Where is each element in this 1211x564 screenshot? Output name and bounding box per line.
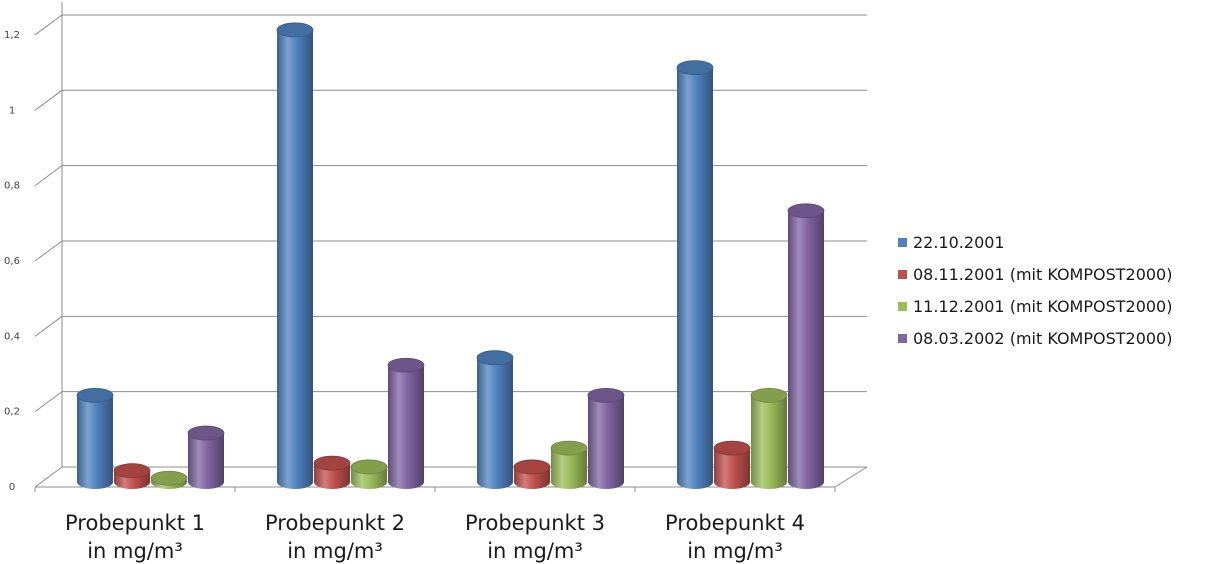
legend-swatch [898,269,907,279]
bar-top [113,463,151,479]
bar-top [476,350,514,366]
gridlines [34,14,867,488]
floor-right-edge [834,466,868,488]
bar-body [188,433,224,489]
bar [113,463,151,489]
x-tick-label: Probepunkt 4 [665,511,805,535]
x-tick-label: in mg/m³ [87,539,183,563]
legend-swatch [898,333,907,343]
bar [276,22,314,490]
gridline-diagonal [34,165,63,187]
bar-top [713,440,751,456]
bar [750,387,788,489]
bar-body [677,67,713,489]
y-tick-label: 1 [9,105,15,116]
bar-body [714,448,750,489]
bar [513,459,551,489]
bars [76,22,825,490]
bar-top [387,357,425,373]
bar-body [588,395,624,489]
gridline-diagonal [34,315,63,337]
gridline-diagonal [34,89,63,111]
legend-swatch [898,237,907,247]
x-tick-label: Probepunkt 1 [65,511,205,535]
bar-body [277,29,313,490]
bar-body [77,395,113,489]
bar-top [276,22,314,38]
bar-top [350,459,388,475]
legend-item: 22.10.2001 [898,226,1172,258]
bar-top [513,459,551,475]
x-tick-label: Probepunkt 2 [265,511,405,535]
chart-legend: 22.10.2001 08.11.2001 (mit KOMPOST2000) 11… [898,226,1172,354]
axes [34,2,868,492]
bar-top [587,387,625,403]
legend-item: 11.12.2001 (mit KOMPOST2000) [898,290,1172,322]
bar [550,440,588,489]
bar [313,455,351,489]
bar [76,387,114,489]
bar [187,425,225,489]
bar-top [187,425,225,441]
gridline-diagonal [34,466,63,488]
legend-swatch [898,301,907,311]
bar-body [788,210,824,489]
bar [150,470,188,489]
y-tick-label: 0,2 [4,407,20,418]
bar [787,203,825,489]
bar [676,60,714,489]
bar-body [388,365,424,489]
bar-body [477,357,513,489]
legend-item: 08.03.2002 (mit KOMPOST2000) [898,322,1172,354]
bar-top [787,203,825,219]
x-tick-label: in mg/m³ [487,539,583,563]
bar-top [676,60,714,76]
legend-item: 08.11.2001 (mit KOMPOST2000) [898,258,1172,290]
bar [350,459,388,489]
bar-body [551,448,587,489]
bar [387,357,425,489]
legend-label: 11.12.2001 (mit KOMPOST2000) [913,296,1173,316]
y-tick-label: 0,4 [4,331,20,342]
bar-body [751,395,787,489]
gridline-diagonal [34,391,63,413]
bar-top [313,455,351,471]
y-tick-label: 1,2 [4,30,20,41]
x-tick-label: in mg/m³ [287,539,383,563]
y-tick-label: 0,8 [4,181,20,192]
gridline-diagonal [34,240,63,262]
bar [476,350,514,489]
legend-label: 22.10.2001 [913,232,1005,252]
bar-top [76,387,114,403]
y-tick-label: 0,6 [4,256,20,267]
legend-label: 08.11.2001 (mit KOMPOST2000) [913,264,1173,284]
axis-labels: 0 0,2 0,4 0,6 0,8 1 1,2 Probepunkt 1 in mg/m³ Pro… [4,30,805,563]
bar-top [550,440,588,456]
y-tick-label: 0 [9,482,15,493]
x-tick-label: Probepunkt 3 [465,511,605,535]
gridline-diagonal [34,14,63,36]
bar [587,387,625,489]
bar-top [150,470,188,486]
bar [713,440,751,489]
legend-label: 08.03.2002 (mit KOMPOST2000) [913,328,1173,348]
bar-top [750,387,788,403]
x-tick-label: in mg/m³ [687,539,783,563]
